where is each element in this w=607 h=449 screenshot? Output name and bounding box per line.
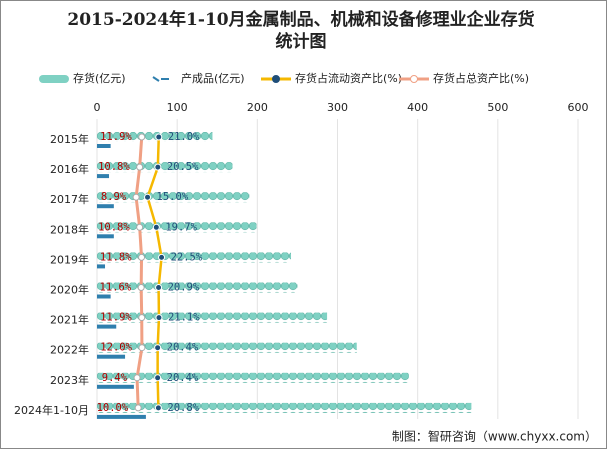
marker xyxy=(138,133,146,141)
bar xyxy=(97,174,110,179)
marker xyxy=(154,344,162,352)
legend-label: 产成品(亿元) xyxy=(181,71,245,85)
data-label: 11.9% xyxy=(100,131,132,143)
y-tick-label: 2017年 xyxy=(50,192,89,206)
legend-label: 存货(亿元) xyxy=(73,71,126,85)
marker xyxy=(144,193,152,201)
legend-icon xyxy=(272,75,280,83)
marker xyxy=(154,374,162,382)
marker xyxy=(154,404,162,412)
source: 制图：智研咨询（www.chyxx.com） xyxy=(392,429,597,444)
bar xyxy=(97,282,298,293)
legend-label: 存货占流动资产比(%) xyxy=(295,71,402,85)
data-label: 21.0% xyxy=(168,131,200,143)
bar xyxy=(97,324,117,329)
y-tick-label: 2019年 xyxy=(50,252,89,266)
y-tick-label: 2023年 xyxy=(50,373,89,387)
line xyxy=(134,136,144,408)
y-tick-label: 2016年 xyxy=(50,162,89,176)
data-label: 20.8% xyxy=(167,402,199,414)
data-label: 11.9% xyxy=(100,312,132,324)
bar xyxy=(97,264,106,269)
x-tick-label: 100 xyxy=(167,101,188,114)
data-label: 10.0% xyxy=(97,402,129,414)
bar xyxy=(97,342,357,353)
marker xyxy=(134,404,142,412)
data-label: 21.1% xyxy=(168,312,200,324)
x-tick-label: 0 xyxy=(94,101,101,114)
data-label: 20.5% xyxy=(167,161,199,173)
marker xyxy=(155,284,163,291)
data-label: 19.7% xyxy=(165,221,197,233)
marker xyxy=(154,163,162,171)
bar xyxy=(97,294,111,299)
legend-icon xyxy=(152,76,169,82)
data-label: 10.8% xyxy=(98,161,130,173)
bar xyxy=(97,384,134,389)
legend-label: 存货占总资产比(%) xyxy=(433,71,529,85)
data-label: 22.5% xyxy=(171,251,203,263)
x-tick-label: 200 xyxy=(247,101,268,114)
bar xyxy=(97,414,146,419)
x-tick-label: 300 xyxy=(327,101,348,114)
marker xyxy=(155,133,163,141)
data-label: 20.4% xyxy=(167,342,199,354)
data-label: 11.8% xyxy=(100,251,132,263)
legend-icon xyxy=(410,75,418,83)
marker xyxy=(138,314,146,322)
bar xyxy=(97,162,233,173)
data-label: 10.8% xyxy=(98,221,130,233)
bar xyxy=(97,132,213,142)
y-tick-label: 2020年 xyxy=(50,283,89,297)
bar xyxy=(97,192,250,203)
marker xyxy=(136,163,144,171)
data-label: 20.9% xyxy=(168,282,200,294)
data-label: 12.0% xyxy=(100,342,132,354)
x-tick-label: 400 xyxy=(407,101,428,114)
marker xyxy=(155,314,163,322)
y-tick-label: 2022年 xyxy=(50,343,89,357)
marker xyxy=(137,284,145,291)
data-label: 8.9% xyxy=(101,191,127,203)
bar xyxy=(97,312,328,323)
bar xyxy=(97,222,257,233)
marker xyxy=(136,223,144,231)
marker xyxy=(138,253,146,261)
data-label: 9.4% xyxy=(102,372,128,384)
bar xyxy=(97,402,472,413)
marker xyxy=(133,374,141,382)
data-label: 15.0% xyxy=(157,191,189,203)
x-tick-label: 600 xyxy=(568,101,589,114)
bar xyxy=(97,372,409,383)
legend-icon xyxy=(39,75,69,83)
marker xyxy=(132,193,140,201)
chart-title: 2015-2024年1-10月金属制品、机械和设备修理业企业存货统计图 xyxy=(67,10,535,52)
marker xyxy=(152,223,160,231)
data-label: 11.6% xyxy=(100,282,132,294)
bar xyxy=(97,252,292,263)
bar xyxy=(97,144,111,148)
marker xyxy=(158,253,166,261)
data-label: 20.4% xyxy=(167,372,199,384)
bar xyxy=(97,354,126,359)
x-tick-label: 500 xyxy=(487,101,508,114)
bar xyxy=(97,204,114,209)
y-tick-label: 2024年1-10月 xyxy=(14,403,89,417)
y-tick-label: 2021年 xyxy=(50,313,89,327)
y-tick-label: 2015年 xyxy=(50,132,89,146)
line xyxy=(146,136,163,408)
marker xyxy=(138,344,146,352)
bar xyxy=(97,234,114,239)
y-tick-label: 2018年 xyxy=(50,222,89,236)
